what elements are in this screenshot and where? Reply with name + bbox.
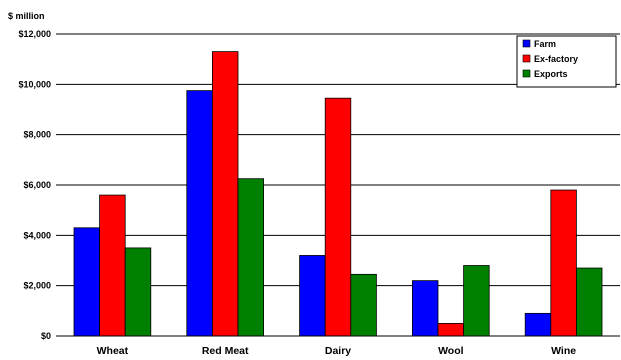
- bars: [73, 51, 603, 337]
- bar-ex-factory-red-meat: [211, 51, 239, 337]
- y-tick-label: $8,000: [23, 130, 51, 140]
- legend: Farm Ex-factory Exports: [516, 35, 617, 88]
- y-tick-label: $2,000: [23, 281, 51, 291]
- x-axis-labels: Wheat Red Meat Dairy Wool Wine: [97, 345, 577, 357]
- y-axis-ticks: $0 $2,000 $4,000 $6,000 $8,000 $10,000 $12,000: [18, 29, 51, 341]
- legend-swatch: [522, 39, 531, 48]
- bar-farm-wool: [411, 280, 439, 337]
- bar-exports-dairy: [350, 273, 377, 337]
- bar-ex-factory-dairy: [324, 97, 352, 337]
- legend-box: [516, 35, 617, 88]
- y-tick-label: $6,000: [23, 180, 51, 190]
- legend-swatch: [522, 69, 531, 78]
- bar-exports-red-meat: [237, 178, 265, 337]
- bar-exports-wine: [576, 267, 603, 337]
- y-tick-label: $12,000: [18, 29, 51, 39]
- legend-label: Ex-factory: [534, 54, 578, 64]
- bar-exports-wheat: [124, 247, 152, 337]
- bar-ex-factory-wine: [550, 189, 577, 337]
- bar-ex-factory-wool: [437, 323, 465, 337]
- y-tick-label: $4,000: [23, 230, 51, 240]
- bar-farm-wheat: [73, 227, 101, 337]
- x-category-label: Red Meat: [202, 345, 249, 357]
- bar-ex-factory-wheat: [99, 194, 126, 337]
- y-axis-unit-label: $ million: [8, 11, 45, 21]
- y-tick-label: $10,000: [18, 79, 51, 89]
- x-category-label: Wool: [438, 345, 464, 357]
- legend-label: Exports: [534, 69, 568, 79]
- x-category-label: Wine: [551, 345, 576, 357]
- y-tick-label: $0: [41, 331, 51, 341]
- x-category-label: Wheat: [97, 345, 129, 357]
- bar-farm-red-meat: [186, 90, 213, 337]
- x-category-label: Dairy: [325, 345, 351, 357]
- bar-farm-wine: [524, 312, 552, 337]
- bar-exports-wool: [463, 265, 490, 337]
- legend-label: Farm: [534, 39, 556, 49]
- legend-swatch: [522, 54, 531, 63]
- bar-farm-dairy: [299, 255, 326, 337]
